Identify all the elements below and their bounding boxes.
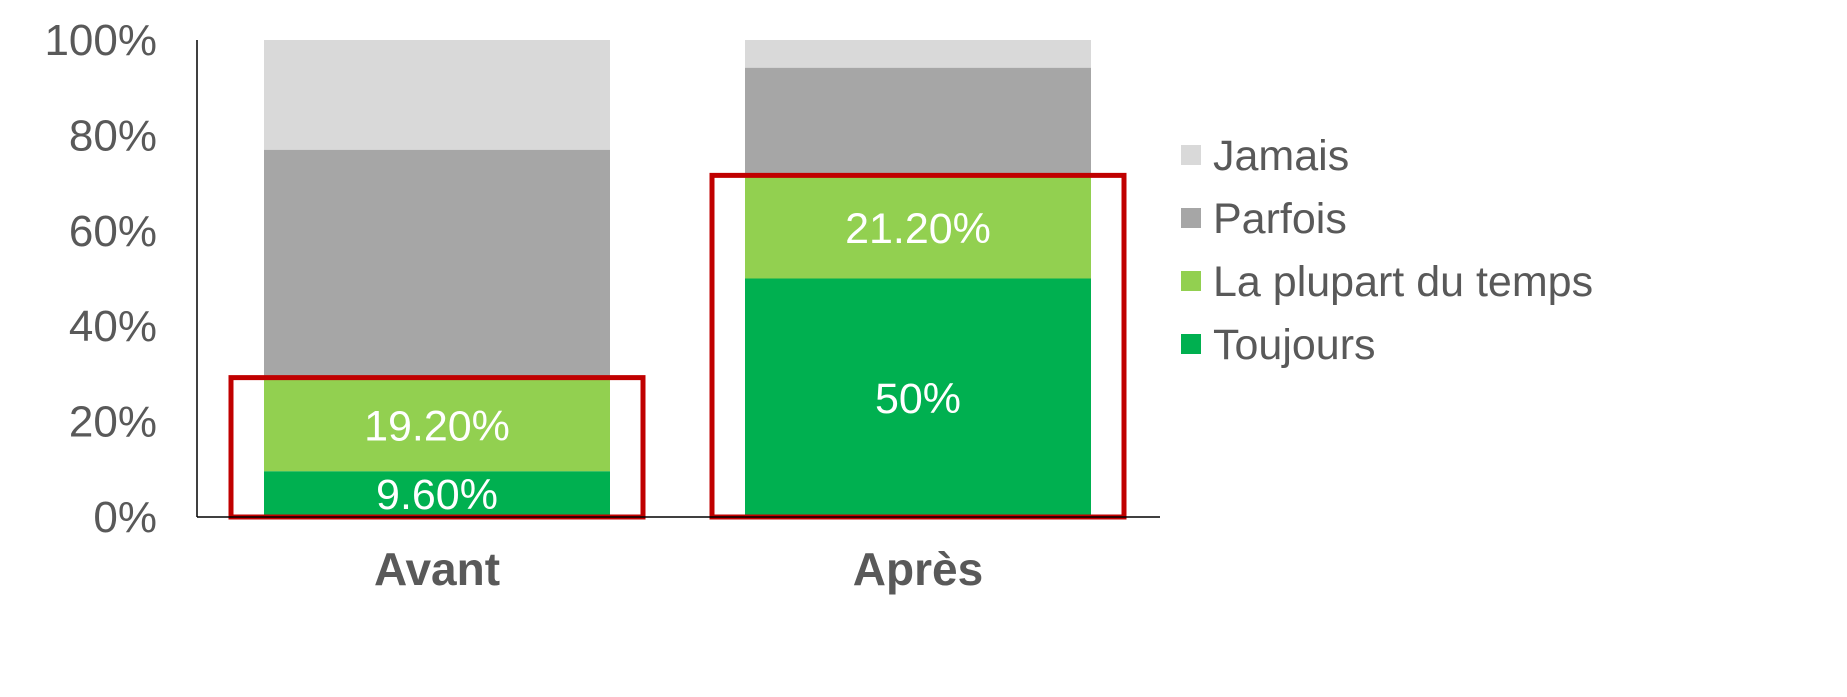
data-labels: 9.60% 19.20% 50% 21.20% — [364, 205, 991, 519]
data-label-apres-la-plupart-du-temps: 21.20% — [845, 205, 991, 253]
bar-apres-toujours — [745, 278, 1091, 517]
y-tick-label: 80% — [69, 111, 157, 160]
y-axis: 0% 20% 40% 60% 80% 100% — [44, 16, 198, 542]
legend-swatch-parfois — [1181, 208, 1201, 228]
data-label-apres-toujours: 50% — [875, 375, 961, 423]
legend-label-jamais: Jamais — [1213, 132, 1349, 180]
bar-avant-parfois — [264, 149, 610, 380]
legend: Jamais Parfois La plupart du temps Toujours — [1181, 132, 1593, 369]
legend-label-parfois: Parfois — [1213, 195, 1347, 243]
legend-swatch-toujours — [1181, 334, 1201, 354]
x-tick-label-apres: Après — [853, 543, 983, 595]
x-tick-label-avant: Avant — [374, 543, 500, 595]
bar-avant-jamais — [264, 40, 610, 150]
y-tick-label: 20% — [69, 398, 157, 447]
x-axis: Avant Après — [197, 516, 1160, 595]
y-tick-label: 100% — [44, 16, 157, 65]
y-tick-label: 60% — [69, 207, 157, 256]
y-tick-label: 40% — [69, 302, 157, 351]
bars — [264, 40, 1091, 517]
legend-label-toujours: Toujours — [1213, 321, 1376, 369]
data-label-avant-la-plupart-du-temps: 19.20% — [364, 402, 510, 450]
y-tick-label: 0% — [93, 493, 157, 542]
legend-swatch-jamais — [1181, 145, 1201, 165]
bar-apres-jamais — [745, 40, 1091, 68]
legend-label-la-plupart-du-temps: La plupart du temps — [1213, 258, 1593, 306]
data-label-avant-toujours: 9.60% — [376, 471, 498, 519]
bar-apres-parfois — [745, 67, 1091, 178]
bar-apres-la-plupart-du-temps — [745, 177, 1091, 279]
legend-swatch-la-plupart-du-temps — [1181, 271, 1201, 291]
bar-avant-toujours — [264, 471, 610, 517]
bar-avant-la-plupart-du-temps — [264, 379, 610, 472]
